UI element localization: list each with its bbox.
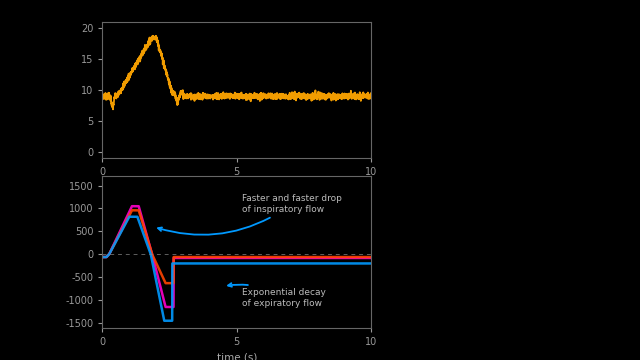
X-axis label: time (s): time (s) [216,352,257,360]
Text: Faster and faster drop
of inspiratory flow: Faster and faster drop of inspiratory fl… [158,194,342,235]
Text: Exponential decay
of expiratory flow: Exponential decay of expiratory flow [228,283,326,307]
